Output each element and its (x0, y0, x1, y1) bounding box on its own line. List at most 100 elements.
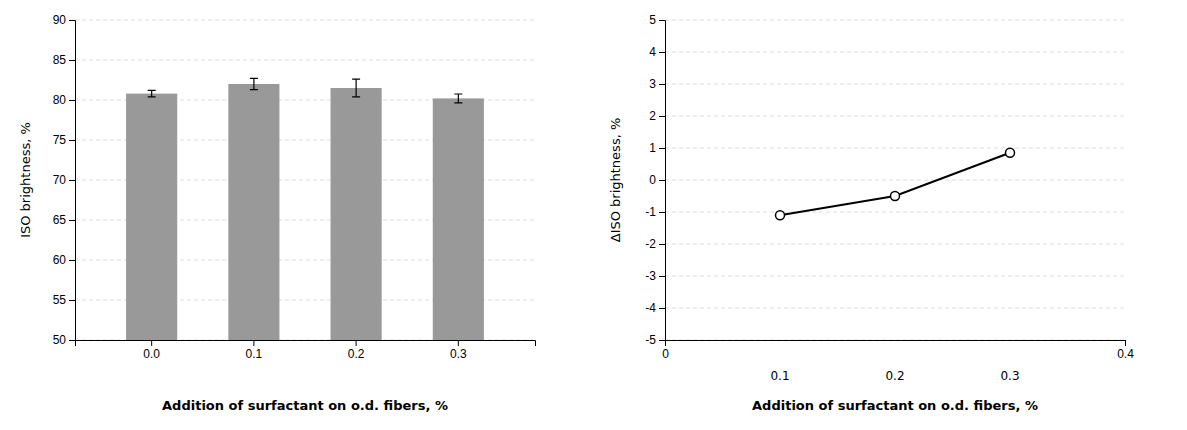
tick-label: 5 (649, 13, 656, 27)
grid-line (665, 52, 1125, 53)
y-axis-title: ISO brightness, % (18, 122, 33, 238)
grid (665, 20, 1125, 340)
error-bar (250, 78, 258, 89)
grid-line (75, 60, 535, 61)
tick-mark (659, 276, 665, 277)
tick: 55 (53, 293, 75, 307)
tick-mark (659, 84, 665, 85)
tick: 75 (53, 133, 75, 147)
tick-label: -5 (645, 333, 656, 347)
tick-mark (659, 308, 665, 309)
grid-line (665, 212, 1125, 213)
tick-label: 75 (53, 133, 67, 147)
figure: 0.00.10.20.3505560657075808590ISO bright… (0, 0, 1187, 430)
tick-label: 1 (649, 141, 656, 155)
grid-line (665, 276, 1125, 277)
tick-label: 2 (649, 109, 656, 123)
error-bar (148, 90, 156, 96)
tick: 3 (649, 77, 665, 91)
tick-mark (69, 140, 75, 141)
marks (126, 78, 484, 340)
tick-mark (659, 52, 665, 53)
tick: 1 (649, 141, 665, 155)
tick: 50 (53, 333, 75, 347)
tick: 5 (649, 13, 665, 27)
tick-label: -4 (645, 301, 656, 315)
tick-mark (659, 340, 665, 341)
marker (891, 192, 900, 201)
grid-line (665, 180, 1125, 181)
x-axis-title: Addition of surfactant on o.d. fibers, % (162, 398, 448, 413)
tick-mark (151, 340, 152, 346)
axis-line (666, 341, 1126, 347)
grid-line (665, 148, 1125, 149)
tick: 90 (53, 13, 75, 27)
tick-label: 80 (53, 93, 67, 107)
tick-label: 3 (649, 77, 656, 91)
tick-label: 0.4 (1117, 347, 1134, 361)
tick-mark (69, 180, 75, 181)
tick-mark (659, 180, 665, 181)
tick: 0 (649, 173, 665, 187)
tick: 0.0 (143, 340, 160, 361)
error-bar (352, 79, 360, 97)
tick: -5 (645, 333, 665, 347)
tick: 60 (53, 253, 75, 267)
bar (433, 98, 484, 340)
tick-mark (659, 212, 665, 213)
bar (331, 88, 382, 340)
x-axis: 0.0 0.1 0.2 0.3 (76, 340, 536, 361)
tick: 0.4 (1117, 340, 1134, 361)
tick-mark (253, 340, 254, 346)
x-axis: 00.4 (662, 340, 1134, 361)
panel: 0.00.10.20.3505560657075808590ISO bright… (18, 13, 536, 413)
tick-label: 50 (53, 333, 67, 347)
tick: 80 (53, 93, 75, 107)
annotations: 0.10.20.3 (770, 369, 1019, 383)
tick-label: -3 (645, 269, 656, 283)
line (780, 153, 1010, 215)
annotation: 0.2 (885, 369, 904, 383)
x-axis-title: Addition of surfactant on o.d. fibers, % (752, 398, 1038, 413)
tick-label: 90 (53, 13, 67, 27)
tick-label: 0.0 (143, 347, 160, 361)
tick: 0 (662, 340, 669, 361)
tick: 2 (649, 109, 665, 123)
axis-line (659, 21, 666, 341)
tick-label: 0.1 (246, 347, 263, 361)
tick-mark (1125, 340, 1126, 346)
tick: -4 (645, 301, 665, 315)
tick-label: 70 (53, 173, 67, 187)
tick-label: 4 (649, 45, 656, 59)
tick: 85 (53, 53, 75, 67)
tick-label: -1 (645, 205, 656, 219)
tick-mark (69, 300, 75, 301)
tick-mark (69, 260, 75, 261)
tick-mark (69, 100, 75, 101)
grid (75, 20, 535, 340)
annotation: 0.1 (770, 369, 789, 383)
tick-label: 0.3 (450, 347, 467, 361)
panel: 00.40.10.20.3-5-4-3-2-1012345ΔISO bright… (608, 13, 1134, 413)
tick-label: 0 (662, 347, 669, 361)
y-axis: 505560657075808590 (53, 13, 76, 347)
tick-mark (69, 220, 75, 221)
tick: 0.2 (348, 340, 365, 361)
tick: 0.3 (450, 340, 467, 361)
tick: -1 (645, 205, 665, 219)
tick-mark (356, 340, 357, 346)
tick-mark (659, 116, 665, 117)
marker (1006, 148, 1015, 157)
grid-line (665, 308, 1125, 309)
marker (776, 211, 785, 220)
bar (126, 94, 177, 340)
bar (228, 84, 279, 340)
axis-line (76, 341, 536, 347)
tick-label: 85 (53, 53, 67, 67)
tick-mark (69, 340, 75, 341)
grid-line (665, 244, 1125, 245)
tick: 0.1 (246, 340, 263, 361)
tick-label: 55 (53, 293, 67, 307)
axis-line (69, 21, 76, 341)
grid-line (665, 116, 1125, 117)
